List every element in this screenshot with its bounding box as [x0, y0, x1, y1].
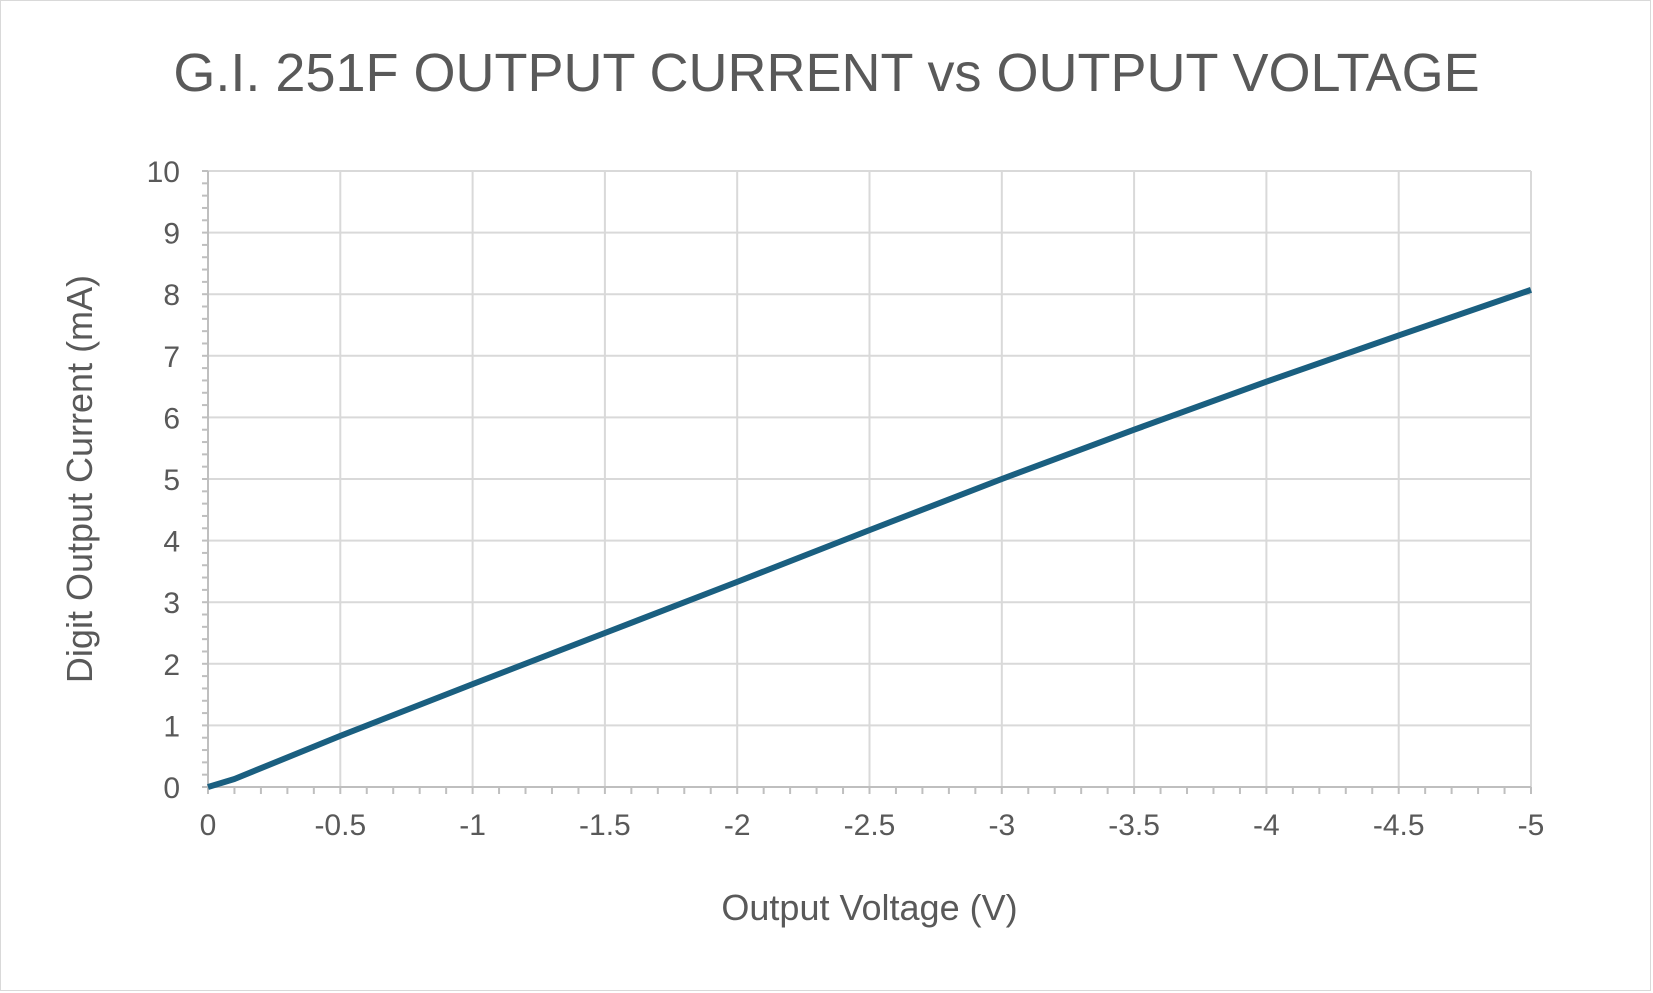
chart-title: G.I. 251F OUTPUT CURRENT vs OUTPUT VOLTA… [173, 43, 1480, 103]
y-tick-label: 1 [163, 710, 180, 743]
y-tick-label: 8 [163, 279, 180, 312]
x-tick-label: -3.5 [1108, 809, 1160, 842]
y-tick-label: 2 [163, 649, 180, 682]
y-tick-label: 5 [163, 464, 180, 497]
x-tick-label: -2.5 [844, 809, 896, 842]
minor-ticks [202, 170, 1532, 794]
y-tick-label: 10 [147, 156, 180, 189]
x-tick-label: -5 [1518, 809, 1545, 842]
x-tick-label: -4.5 [1373, 809, 1425, 842]
series-line [207, 287, 1532, 790]
x-tick-label: -2 [724, 809, 751, 842]
y-tick-label: 3 [163, 587, 180, 620]
y-tick-label: 9 [163, 218, 180, 251]
x-tick-label: -0.5 [314, 809, 366, 842]
x-tick-label: -1.5 [579, 809, 631, 842]
x-axis-title: Output Voltage (V) [721, 887, 1017, 928]
x-tick-label: -1 [459, 809, 486, 842]
x-tick-label: -4 [1253, 809, 1280, 842]
x-tick-label: -3 [988, 809, 1015, 842]
y-tick-label: 7 [163, 341, 180, 374]
y-axis-title: Digit Output Current (mA) [59, 275, 100, 683]
x-tick-label: 0 [200, 809, 217, 842]
y-tick-labels: 0 1 2 3 4 5 6 7 8 9 10 [147, 156, 180, 805]
series-group [207, 287, 1532, 790]
grid-lines [208, 170, 1532, 787]
y-tick-label: 4 [163, 526, 180, 559]
y-tick-label: 0 [163, 772, 180, 805]
x-tick-labels: 0 -0.5 -1 -1.5 -2 -2.5 -3 -3.5 -4 -4.5 -5 [200, 809, 1545, 842]
y-tick-label: 6 [163, 402, 180, 435]
